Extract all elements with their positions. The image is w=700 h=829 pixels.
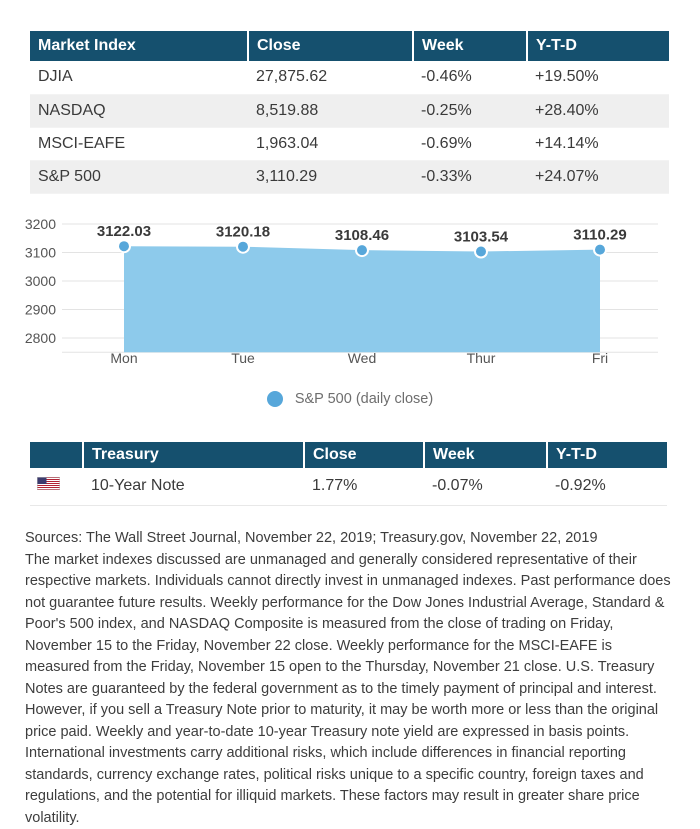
cell-msci-eafe-close: 1,963.04 — [248, 127, 413, 160]
cell-s-p-500-y-t-d: +24.07% — [527, 160, 669, 193]
data-point-wed — [356, 244, 368, 256]
flag-cell — [30, 468, 83, 505]
cell-djia-y-t-d: +19.50% — [527, 61, 669, 94]
cell-nasdaq-close: 8,519.88 — [248, 94, 413, 127]
column-header-close: Close — [248, 31, 413, 61]
legend-marker-icon — [267, 391, 283, 407]
data-label-tue: 3120.18 — [216, 224, 270, 241]
cell-nasdaq-week: -0.25% — [413, 94, 527, 127]
chart-legend: S&P 500 (daily close) — [0, 389, 700, 409]
cell-s-p-500-market-index: S&P 500 — [30, 160, 248, 193]
data-point-thur — [475, 246, 487, 258]
y-axis-tick-label-2900: 2900 — [25, 302, 56, 318]
x-axis-label-mon: Mon — [110, 350, 137, 366]
footnotes: Sources: The Wall Street Journal, Novemb… — [25, 528, 676, 829]
cell-nasdaq-market-index: NASDAQ — [30, 94, 248, 127]
data-point-mon — [118, 240, 130, 252]
sp500-area-chart: 3200 3100 3000 2900 2800 3122.03 Mon 3120.18 Tue… — [0, 205, 700, 390]
sources-line: Sources: The Wall Street Journal, Novemb… — [25, 528, 676, 550]
cell-msci-eafe-week: -0.69% — [413, 127, 527, 160]
data-label-mon: 3122.03 — [97, 223, 151, 240]
cell-djia-close: 27,875.62 — [248, 61, 413, 94]
x-axis-label-fri: Fri — [592, 350, 608, 366]
column-header-week: Week — [413, 31, 527, 61]
data-point-fri — [594, 244, 606, 256]
page: { "colors": { "header_bg": "#15506E", "r… — [0, 0, 700, 791]
cell-10-year-note-close: 1.77% — [304, 468, 424, 505]
data-label-wed: 3108.46 — [335, 227, 389, 244]
y-axis-tick-label-2800: 2800 — [25, 330, 56, 346]
x-axis-label-wed: Wed — [348, 350, 377, 366]
y-axis-tick-label-3100: 3100 — [25, 245, 56, 261]
legend-label: S&P 500 (daily close) — [295, 391, 433, 407]
cell-10-year-note-y-t-d: -0.92% — [547, 468, 667, 505]
cell-djia-week: -0.46% — [413, 61, 527, 94]
data-label-thur: 3103.54 — [454, 229, 509, 246]
y-axis-tick-label-3200: 3200 — [25, 216, 56, 232]
column-header-y-t-d: Y-T-D — [527, 31, 669, 61]
disclaimer-text: The market indexes discussed are unmanag… — [25, 550, 676, 829]
column-header-market-index: Market Index — [30, 31, 248, 61]
cell-s-p-500-week: -0.33% — [413, 160, 527, 193]
cell-nasdaq-y-t-d: +28.40% — [527, 94, 669, 127]
y-axis-tick-label-3000: 3000 — [25, 273, 56, 289]
cell-s-p-500-close: 3,110.29 — [248, 160, 413, 193]
column-header-close: Close — [304, 442, 424, 468]
column-header-week: Week — [424, 442, 547, 468]
column-header-treasury: Treasury — [83, 442, 304, 468]
cell-10-year-note-treasury: 10-Year Note — [83, 468, 304, 505]
cell-msci-eafe-y-t-d: +14.14% — [527, 127, 669, 160]
sp500-area — [124, 246, 600, 352]
x-axis-label-thur: Thur — [467, 350, 496, 366]
cell-10-year-note-week: -0.07% — [424, 468, 547, 505]
cell-msci-eafe-market-index: MSCI-EAFE — [30, 127, 248, 160]
column-header-blank — [30, 442, 83, 468]
us-flag-icon — [37, 477, 60, 490]
data-label-fri: 3110.29 — [573, 227, 626, 244]
data-point-tue — [237, 241, 249, 253]
cell-djia-market-index: DJIA — [30, 61, 248, 94]
x-axis-label-tue: Tue — [231, 350, 255, 366]
column-header-y-t-d: Y-T-D — [547, 442, 667, 468]
